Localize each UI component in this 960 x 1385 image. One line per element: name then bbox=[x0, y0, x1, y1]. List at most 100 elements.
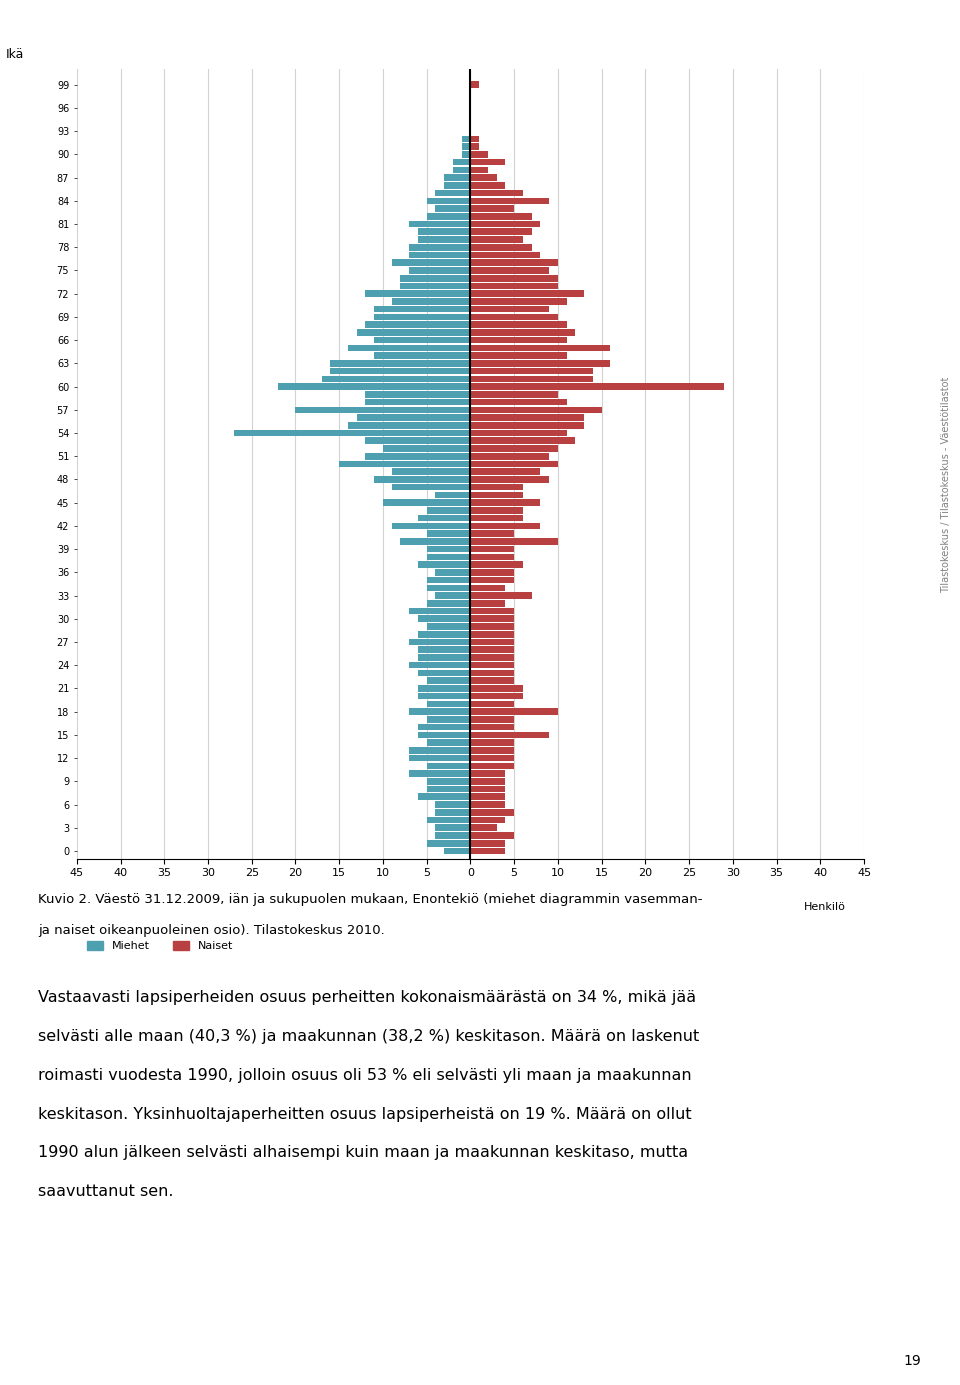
Bar bbox=[357, 414, 470, 421]
Bar bbox=[470, 391, 558, 397]
Bar bbox=[418, 654, 470, 661]
Bar bbox=[409, 770, 470, 777]
Bar bbox=[470, 600, 505, 607]
Bar bbox=[436, 205, 470, 212]
Text: 19: 19 bbox=[904, 1355, 922, 1368]
Bar bbox=[366, 453, 470, 460]
Bar bbox=[409, 662, 470, 669]
Bar bbox=[470, 205, 515, 212]
Bar bbox=[470, 515, 523, 521]
Bar bbox=[444, 848, 470, 855]
Bar bbox=[426, 198, 470, 204]
Bar bbox=[470, 399, 566, 406]
Bar bbox=[470, 220, 540, 227]
Bar bbox=[374, 476, 470, 483]
Bar bbox=[470, 554, 515, 560]
Bar bbox=[436, 802, 470, 807]
Bar bbox=[426, 677, 470, 684]
Bar bbox=[418, 561, 470, 568]
Bar bbox=[470, 313, 558, 320]
Bar bbox=[470, 453, 549, 460]
Bar bbox=[366, 399, 470, 406]
Bar bbox=[470, 569, 515, 576]
Bar bbox=[418, 632, 470, 637]
Bar bbox=[278, 384, 470, 389]
Bar bbox=[470, 237, 523, 242]
Bar bbox=[234, 429, 470, 436]
Text: Vastaavasti lapsiperheiden osuus perheitten kokonaismäärästä on 34 %, mikä jää: Vastaavasti lapsiperheiden osuus perheit… bbox=[38, 990, 697, 1006]
Bar bbox=[470, 407, 602, 413]
Bar bbox=[470, 283, 558, 289]
Bar bbox=[470, 422, 584, 428]
Bar bbox=[339, 461, 470, 467]
Bar bbox=[400, 276, 470, 281]
Text: roimasti vuodesta 1990, jolloin osuus oli 53 % eli selvästi yli maan ja maakunna: roimasti vuodesta 1990, jolloin osuus ol… bbox=[38, 1068, 692, 1083]
Bar bbox=[470, 593, 532, 598]
Bar bbox=[409, 708, 470, 715]
Bar bbox=[470, 136, 479, 143]
X-axis label: Henkilö: Henkilö bbox=[804, 902, 846, 913]
Text: Ikä: Ikä bbox=[6, 48, 24, 61]
Bar bbox=[426, 839, 470, 846]
Bar bbox=[470, 360, 611, 367]
Bar bbox=[330, 368, 470, 374]
Bar bbox=[426, 763, 470, 769]
Bar bbox=[470, 461, 558, 467]
Bar bbox=[470, 337, 566, 343]
Bar bbox=[470, 708, 558, 715]
Bar bbox=[426, 740, 470, 747]
Bar bbox=[383, 500, 470, 506]
Bar bbox=[418, 686, 470, 691]
Bar bbox=[470, 384, 724, 389]
Bar bbox=[470, 368, 593, 374]
Bar bbox=[470, 166, 488, 173]
Bar bbox=[453, 166, 470, 173]
Bar bbox=[470, 438, 575, 445]
Bar bbox=[470, 306, 549, 313]
Bar bbox=[426, 213, 470, 220]
Bar bbox=[470, 832, 515, 839]
Bar bbox=[426, 530, 470, 537]
Bar bbox=[436, 569, 470, 576]
Bar bbox=[470, 530, 515, 537]
Bar bbox=[470, 298, 566, 305]
Legend: Miehet, Naiset: Miehet, Naiset bbox=[83, 936, 238, 956]
Bar bbox=[470, 82, 479, 89]
Bar bbox=[366, 438, 470, 445]
Bar bbox=[470, 546, 515, 553]
Bar bbox=[383, 445, 470, 452]
Bar bbox=[409, 747, 470, 753]
Bar bbox=[366, 391, 470, 397]
Bar bbox=[409, 252, 470, 258]
Bar bbox=[426, 507, 470, 514]
Text: keskitason. Yksinhuoltajaperheitten osuus lapsiperheistä on 19 %. Määrä on ollut: keskitason. Yksinhuoltajaperheitten osuu… bbox=[38, 1107, 692, 1122]
Bar bbox=[426, 600, 470, 607]
Bar bbox=[436, 809, 470, 816]
Bar bbox=[426, 623, 470, 630]
Bar bbox=[470, 500, 540, 506]
Bar bbox=[418, 724, 470, 730]
Bar bbox=[470, 213, 532, 220]
Bar bbox=[418, 692, 470, 699]
Bar bbox=[470, 483, 523, 490]
Bar bbox=[426, 701, 470, 708]
Bar bbox=[470, 576, 515, 583]
Bar bbox=[418, 237, 470, 242]
Bar bbox=[348, 345, 470, 352]
Bar bbox=[470, 321, 566, 328]
Bar bbox=[426, 716, 470, 723]
Bar bbox=[470, 507, 523, 514]
Bar bbox=[436, 593, 470, 598]
Bar bbox=[470, 429, 566, 436]
Text: saavuttanut sen.: saavuttanut sen. bbox=[38, 1184, 174, 1199]
Bar bbox=[418, 670, 470, 676]
Bar bbox=[470, 692, 523, 699]
Bar bbox=[470, 252, 540, 258]
Bar bbox=[374, 313, 470, 320]
Bar bbox=[409, 244, 470, 251]
Bar bbox=[470, 144, 479, 150]
Bar bbox=[470, 276, 558, 281]
Bar bbox=[418, 615, 470, 622]
Text: selvästi alle maan (40,3 %) ja maakunnan (38,2 %) keskitason. Määrä on laskenut: selvästi alle maan (40,3 %) ja maakunnan… bbox=[38, 1029, 700, 1044]
Bar bbox=[400, 283, 470, 289]
